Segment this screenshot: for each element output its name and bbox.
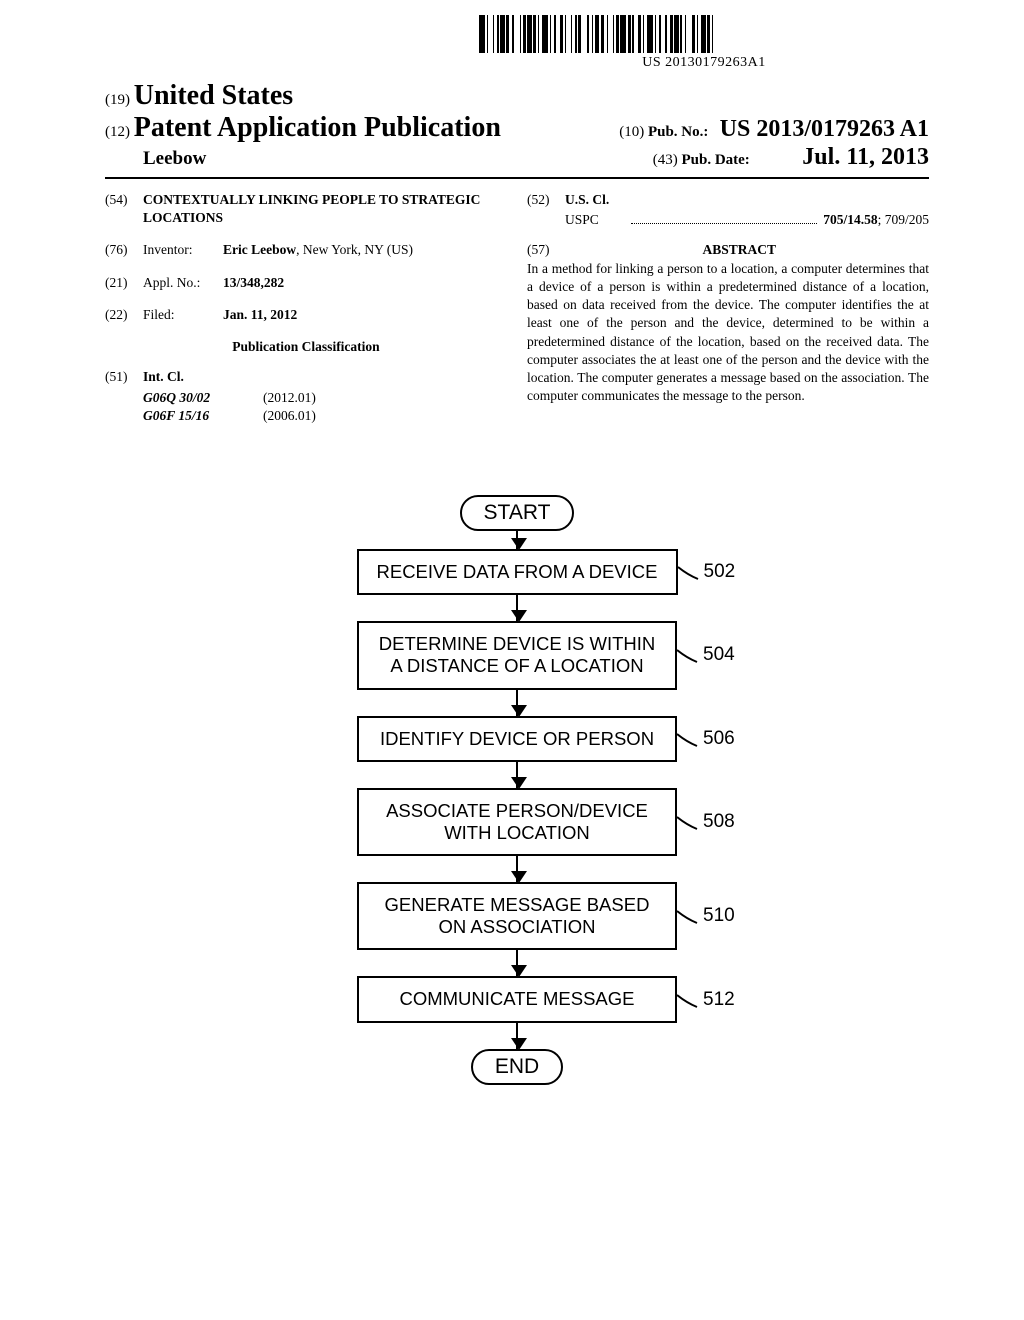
- process-wrap: ASSOCIATE PERSON/DEVICEWITH LOCATION508: [357, 788, 677, 856]
- intcl-code: G06Q 30/02: [105, 389, 263, 407]
- code-12: (12): [105, 124, 130, 140]
- arrow-icon: [516, 595, 518, 621]
- process-box: IDENTIFY DEVICE OR PERSON: [357, 716, 677, 762]
- flowchart-start: START: [460, 495, 575, 531]
- field-uscl: (52) U.S. Cl.: [527, 191, 929, 209]
- pub-no-label: Pub. No.:: [648, 124, 708, 140]
- filed-label: Filed:: [143, 306, 223, 324]
- patent-page: US 20130179263A1 (19) United States (12)…: [0, 0, 1024, 1320]
- bibliographic-data: (54) CONTEXTUALLY LINKING PEOPLE TO STRA…: [105, 191, 929, 425]
- code-54: (54): [105, 191, 143, 227]
- process-box: ASSOCIATE PERSON/DEVICEWITH LOCATION: [357, 788, 677, 856]
- ref-number: 504: [677, 644, 735, 666]
- uscl-value: 705/14.58; 709/205: [823, 211, 929, 229]
- uscl-label: U.S. Cl.: [565, 191, 929, 209]
- arrow-icon: [516, 762, 518, 788]
- intcl-label: Int. Cl.: [143, 368, 507, 386]
- pub-date: Jul. 11, 2013: [802, 144, 929, 170]
- uscl-dots: [631, 222, 817, 224]
- appl-no: 13/348,282: [223, 274, 507, 292]
- left-column: (54) CONTEXTUALLY LINKING PEOPLE TO STRA…: [105, 191, 507, 425]
- process-wrap: RECEIVE DATA FROM A DEVICE502: [357, 549, 678, 595]
- country: United States: [134, 80, 293, 111]
- abstract-label: ABSTRACT: [550, 241, 930, 259]
- filed-date: Jan. 11, 2012: [223, 306, 507, 324]
- process-wrap: IDENTIFY DEVICE OR PERSON506: [357, 716, 677, 762]
- barcode: [479, 15, 929, 53]
- arrow-icon: [516, 950, 518, 976]
- process-wrap: COMMUNICATE MESSAGE512: [357, 976, 677, 1022]
- field-abstract-head: (57) ABSTRACT: [527, 241, 929, 259]
- code-21: (21): [105, 274, 143, 292]
- pub-date-wrap: (43) Pub. Date: Jul. 11, 2013: [653, 144, 929, 171]
- pub-classification-heading: Publication Classification: [105, 338, 507, 356]
- code-10: (10): [619, 124, 644, 140]
- pub-date-label: Pub. Date:: [681, 152, 749, 168]
- code-52: (52): [527, 191, 565, 209]
- field-filed: (22) Filed: Jan. 11, 2012: [105, 306, 507, 324]
- field-inventor: (76) Inventor: Eric Leebow, New York, NY…: [105, 241, 507, 259]
- intcl-row: G06Q 30/02(2012.01): [105, 389, 507, 407]
- code-19: (19): [105, 92, 130, 108]
- ref-number: 512: [677, 989, 735, 1011]
- process-box: RECEIVE DATA FROM A DEVICE: [357, 549, 678, 595]
- process-wrap: GENERATE MESSAGE BASEDON ASSOCIATION510: [357, 882, 677, 950]
- header-rule: [105, 177, 929, 179]
- code-76: (76): [105, 241, 143, 259]
- inventor-surname: Leebow: [105, 148, 206, 170]
- barcode-number: US 20130179263A1: [479, 55, 929, 71]
- ref-number: 510: [677, 905, 735, 927]
- header: (19) United States (12) Patent Applicati…: [105, 80, 929, 171]
- uscl-row: USPC 705/14.58; 709/205: [527, 211, 929, 229]
- uscl-prefix: USPC: [527, 211, 625, 229]
- process-wrap: DETERMINE DEVICE IS WITHINA DISTANCE OF …: [357, 621, 677, 689]
- pub-no: US 2013/0179263 A1: [720, 116, 929, 142]
- inventor-name: Eric Leebow, New York, NY (US): [223, 241, 507, 259]
- intcl-code: G06F 15/16: [105, 407, 263, 425]
- field-appl-no: (21) Appl. No.: 13/348,282: [105, 274, 507, 292]
- intcl-year: (2012.01): [263, 389, 353, 407]
- ref-number: 506: [677, 728, 735, 750]
- inventor-name-text: Eric Leebow: [223, 242, 296, 257]
- header-row-date: Leebow (43) Pub. Date: Jul. 11, 2013: [105, 144, 929, 171]
- process-box: GENERATE MESSAGE BASEDON ASSOCIATION: [357, 882, 677, 950]
- arrow-icon: [516, 531, 518, 549]
- pub-no-wrap: (10) Pub. No.: US 2013/0179263 A1: [619, 116, 929, 143]
- ref-number: 508: [677, 811, 735, 833]
- pub-type: Patent Application Publication: [134, 112, 501, 143]
- flowchart-end: END: [471, 1049, 563, 1085]
- intcl-year: (2006.01): [263, 407, 353, 425]
- code-22: (22): [105, 306, 143, 324]
- code-57: (57): [527, 241, 550, 259]
- barcode-area: US 20130179263A1: [479, 15, 929, 71]
- appl-label: Appl. No.:: [143, 274, 223, 292]
- field-intcl: (51) Int. Cl.: [105, 368, 507, 386]
- arrow-icon: [516, 690, 518, 716]
- invention-title: CONTEXTUALLY LINKING PEOPLE TO STRATEGIC…: [143, 191, 507, 227]
- arrow-icon: [516, 856, 518, 882]
- header-row-pubtype: (12) Patent Application Publication (10)…: [105, 112, 929, 144]
- header-line-country: (19) United States: [105, 80, 929, 112]
- process-box: DETERMINE DEVICE IS WITHINA DISTANCE OF …: [357, 621, 677, 689]
- ref-number: 502: [678, 561, 736, 583]
- process-box: COMMUNICATE MESSAGE: [357, 976, 677, 1022]
- flowchart: START RECEIVE DATA FROM A DEVICE502 DETER…: [105, 495, 929, 1085]
- inventor-label: Inventor:: [143, 241, 223, 259]
- right-column: (52) U.S. Cl. USPC 705/14.58; 709/205 (5…: [527, 191, 929, 425]
- intcl-row: G06F 15/16(2006.01): [105, 407, 507, 425]
- arrow-icon: [516, 1023, 518, 1049]
- field-title: (54) CONTEXTUALLY LINKING PEOPLE TO STRA…: [105, 191, 507, 227]
- code-51: (51): [105, 368, 143, 386]
- abstract-text: In a method for linking a person to a lo…: [527, 260, 929, 406]
- pub-type-wrap: (12) Patent Application Publication: [105, 112, 501, 144]
- code-43: (43): [653, 152, 678, 168]
- intcl-rows: G06Q 30/02(2012.01)G06F 15/16(2006.01): [105, 389, 507, 425]
